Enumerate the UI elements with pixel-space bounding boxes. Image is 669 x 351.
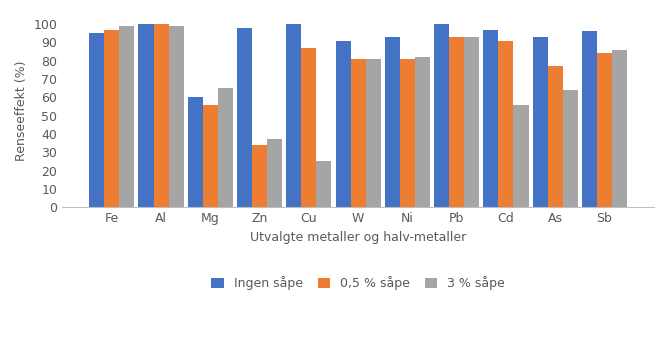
Bar: [237, 28, 252, 207]
Bar: [449, 37, 464, 207]
Bar: [203, 105, 218, 207]
Legend: Ingen såpe, 0,5 % såpe, 3 % såpe: Ingen såpe, 0,5 % såpe, 3 % såpe: [206, 271, 510, 295]
Bar: [218, 88, 233, 207]
Bar: [252, 145, 267, 207]
Bar: [104, 29, 119, 207]
Bar: [89, 33, 104, 207]
Bar: [385, 37, 400, 207]
X-axis label: Utvalgte metaller og halv-metaller: Utvalgte metaller og halv-metaller: [250, 231, 466, 244]
Bar: [582, 32, 597, 207]
Bar: [533, 37, 548, 207]
Bar: [188, 97, 203, 207]
Bar: [301, 48, 316, 207]
Bar: [548, 66, 563, 207]
Bar: [286, 24, 301, 207]
Bar: [153, 24, 169, 207]
Bar: [316, 161, 331, 207]
Bar: [138, 24, 153, 207]
Bar: [498, 41, 514, 207]
Bar: [415, 57, 430, 207]
Bar: [351, 59, 366, 207]
Bar: [612, 50, 627, 207]
Bar: [336, 41, 351, 207]
Bar: [400, 59, 415, 207]
Y-axis label: Renseeffekt (%): Renseeffekt (%): [15, 61, 28, 161]
Bar: [514, 105, 529, 207]
Bar: [597, 53, 612, 207]
Bar: [267, 139, 282, 207]
Bar: [169, 26, 183, 207]
Bar: [464, 37, 479, 207]
Bar: [563, 90, 578, 207]
Bar: [366, 59, 381, 207]
Bar: [434, 24, 449, 207]
Bar: [484, 29, 498, 207]
Bar: [119, 26, 134, 207]
